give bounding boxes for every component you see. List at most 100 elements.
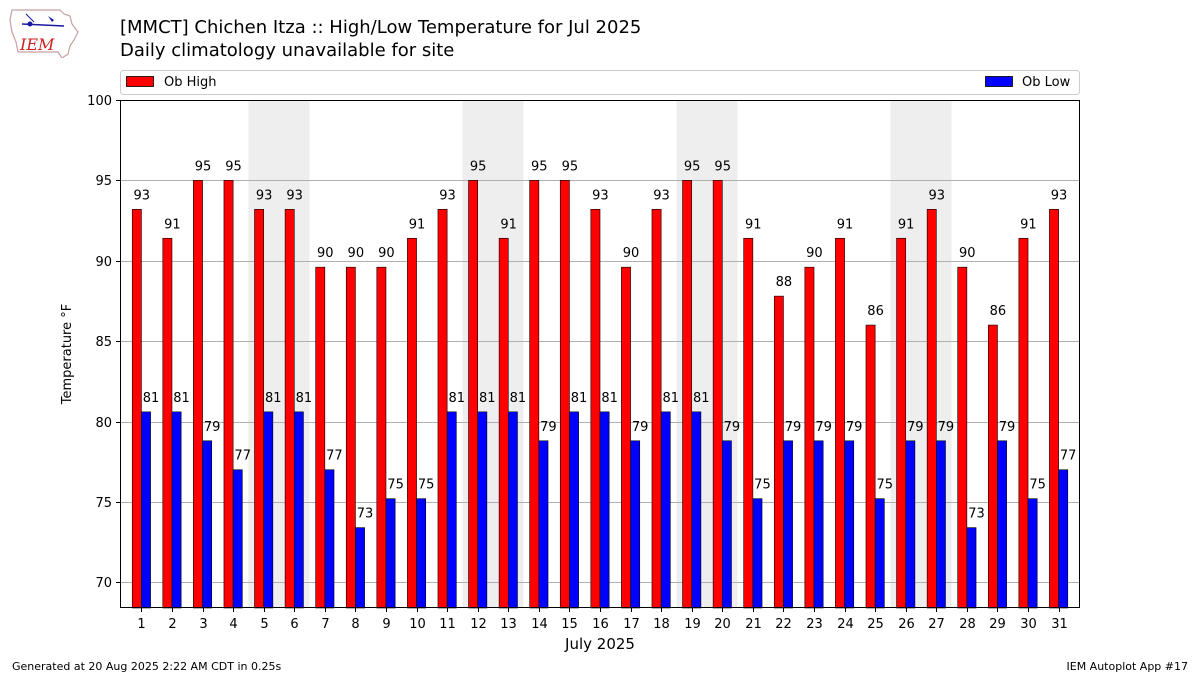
high-temp-bar [865, 324, 876, 609]
high-temp-value-label: 90 [317, 246, 334, 261]
x-tick-label: 4 [229, 617, 237, 632]
low-temp-value-label: 81 [601, 391, 618, 406]
high-temp-value-label: 95 [195, 159, 212, 174]
low-temp-bar [202, 440, 213, 609]
y-tick-label: 95 [95, 174, 112, 189]
y-tick-label: 100 [87, 94, 112, 109]
low-temp-bar [385, 498, 396, 609]
plot-frame [120, 100, 1080, 608]
x-tick-label: 17 [623, 617, 640, 632]
x-tick-label: 10 [409, 617, 426, 632]
high-temp-bar [712, 180, 723, 609]
high-temp-value-label: 91 [1020, 217, 1037, 232]
x-tick-label: 7 [321, 617, 329, 632]
high-temp-bar [987, 324, 998, 609]
x-tick-label: 2 [168, 617, 176, 632]
low-temp-bar [844, 440, 855, 609]
low-temp-value-label: 79 [724, 420, 741, 435]
high-temp-value-label: 90 [806, 246, 823, 261]
low-temp-bar [691, 411, 702, 609]
high-temp-bar [651, 209, 662, 609]
low-temp-bar [324, 469, 335, 609]
high-temp-bar [131, 209, 142, 609]
legend-high-swatch [126, 76, 154, 87]
low-temp-value-label: 79 [846, 420, 863, 435]
x-tick-label: 26 [898, 617, 915, 632]
low-temp-value-label: 75 [754, 478, 771, 493]
low-temp-value-label: 75 [1029, 478, 1046, 493]
low-temp-value-label: 81 [448, 391, 465, 406]
low-temp-value-label: 79 [785, 420, 802, 435]
high-temp-value-label: 91 [837, 217, 854, 232]
high-temp-value-label: 91 [500, 217, 517, 232]
x-tick-label: 25 [867, 617, 884, 632]
low-temp-value-label: 81 [510, 391, 527, 406]
x-axis-label: July 2025 [564, 635, 635, 653]
y-tick-label: 80 [95, 416, 112, 431]
low-temp-bar [141, 411, 151, 609]
low-temp-value-label: 77 [326, 449, 343, 464]
high-temp-value-label: 86 [867, 304, 884, 319]
high-temp-bar [590, 209, 601, 609]
low-temp-bar [293, 411, 304, 609]
low-temp-bar [1058, 469, 1069, 609]
x-tick-label: 9 [382, 617, 390, 632]
high-temp-bar [682, 180, 693, 609]
low-temp-bar [416, 498, 427, 609]
high-temp-bar [896, 237, 907, 609]
low-temp-value-label: 81 [693, 391, 710, 406]
low-temp-value-label: 75 [876, 478, 893, 493]
high-temp-value-label: 86 [990, 304, 1007, 319]
low-temp-bar [263, 411, 274, 609]
x-tick-label: 8 [351, 617, 359, 632]
low-temp-value-label: 81 [571, 391, 588, 406]
x-tick-label: 14 [531, 617, 548, 632]
high-temp-value-label: 95 [684, 159, 701, 174]
chart-title: [MMCT] Chichen Itza :: High/Low Temperat… [120, 17, 642, 38]
low-temp-bar [171, 411, 182, 609]
high-temp-bar [315, 266, 326, 609]
low-temp-bar [630, 440, 641, 609]
high-temp-bar [162, 237, 173, 609]
low-temp-bar [1027, 498, 1038, 609]
high-temp-value-label: 93 [653, 188, 670, 203]
low-temp-bar [446, 411, 457, 609]
x-tick-label: 22 [775, 617, 792, 632]
x-tick-label: 11 [439, 617, 456, 632]
low-temp-bar [721, 440, 732, 609]
high-temp-bar [804, 266, 815, 609]
high-temp-bar [773, 295, 784, 609]
low-temp-bar [599, 411, 610, 609]
low-temp-value-label: 77 [1060, 449, 1077, 464]
low-temp-value-label: 79 [907, 420, 924, 435]
high-temp-bar [1018, 237, 1029, 609]
x-tick-label: 1 [137, 617, 145, 632]
high-temp-bar [926, 209, 937, 609]
low-temp-value-label: 79 [540, 420, 557, 435]
low-temp-bar [660, 411, 671, 609]
low-temp-bar [783, 440, 793, 609]
high-temp-value-label: 93 [1051, 188, 1068, 203]
high-temp-bar [498, 237, 509, 609]
high-temp-bar [345, 266, 356, 609]
high-temp-bar [559, 180, 570, 609]
high-temp-bar [1049, 209, 1059, 609]
low-temp-value-label: 79 [204, 420, 221, 435]
low-temp-value-label: 73 [968, 507, 985, 522]
high-temp-value-label: 93 [592, 188, 609, 203]
high-temp-bar [621, 266, 631, 609]
x-tick-label: 24 [837, 617, 854, 632]
low-temp-value-label: 73 [357, 507, 374, 522]
low-temp-value-label: 79 [999, 420, 1016, 435]
low-temp-value-label: 81 [662, 391, 679, 406]
high-temp-value-label: 95 [470, 159, 487, 174]
x-tick-label: 20 [714, 617, 731, 632]
low-temp-bar [232, 469, 243, 609]
y-tick-label: 70 [95, 576, 112, 591]
low-temp-bar [936, 440, 946, 609]
low-temp-bar [966, 527, 977, 609]
low-temp-bar [813, 440, 824, 609]
low-temp-value-label: 75 [418, 478, 435, 493]
legend-low-label: Ob Low [1022, 75, 1071, 90]
